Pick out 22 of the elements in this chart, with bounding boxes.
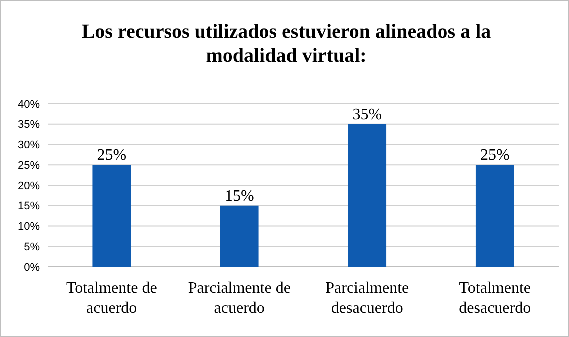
y-tick-label: 30%: [18, 140, 40, 152]
y-tick-label: 40%: [18, 98, 40, 111]
y-tick-label: 35%: [18, 119, 40, 132]
data-label: 15%: [224, 188, 254, 205]
data-label: 25%: [97, 147, 127, 164]
bar: [476, 165, 514, 267]
y-tick-label: 10%: [18, 221, 40, 234]
bar: [92, 165, 132, 267]
chart-title: Los recursos utilizados estuvieron alineados a la modalidad virtual:: [82, 21, 492, 67]
y-tick-label: 20%: [18, 180, 40, 192]
x-tick-label: Totalmente de acuerdo: [66, 280, 158, 317]
data-label: 35%: [352, 106, 382, 124]
x-tick-label: Parcialmente desacuerdo: [326, 280, 410, 317]
y-tick-label: 15%: [18, 200, 40, 213]
bar: [220, 206, 259, 267]
x-tick-label: Parcialmente de acuerdo: [188, 280, 291, 317]
y-tick-label: 5%: [24, 241, 40, 254]
data-label: 25%: [480, 147, 510, 164]
y-tick-label: 25%: [18, 160, 40, 172]
x-tick-label: Totalmente desacuerdo: [459, 280, 532, 317]
y-tick-label: 0%: [24, 262, 40, 274]
bar: [348, 124, 387, 267]
